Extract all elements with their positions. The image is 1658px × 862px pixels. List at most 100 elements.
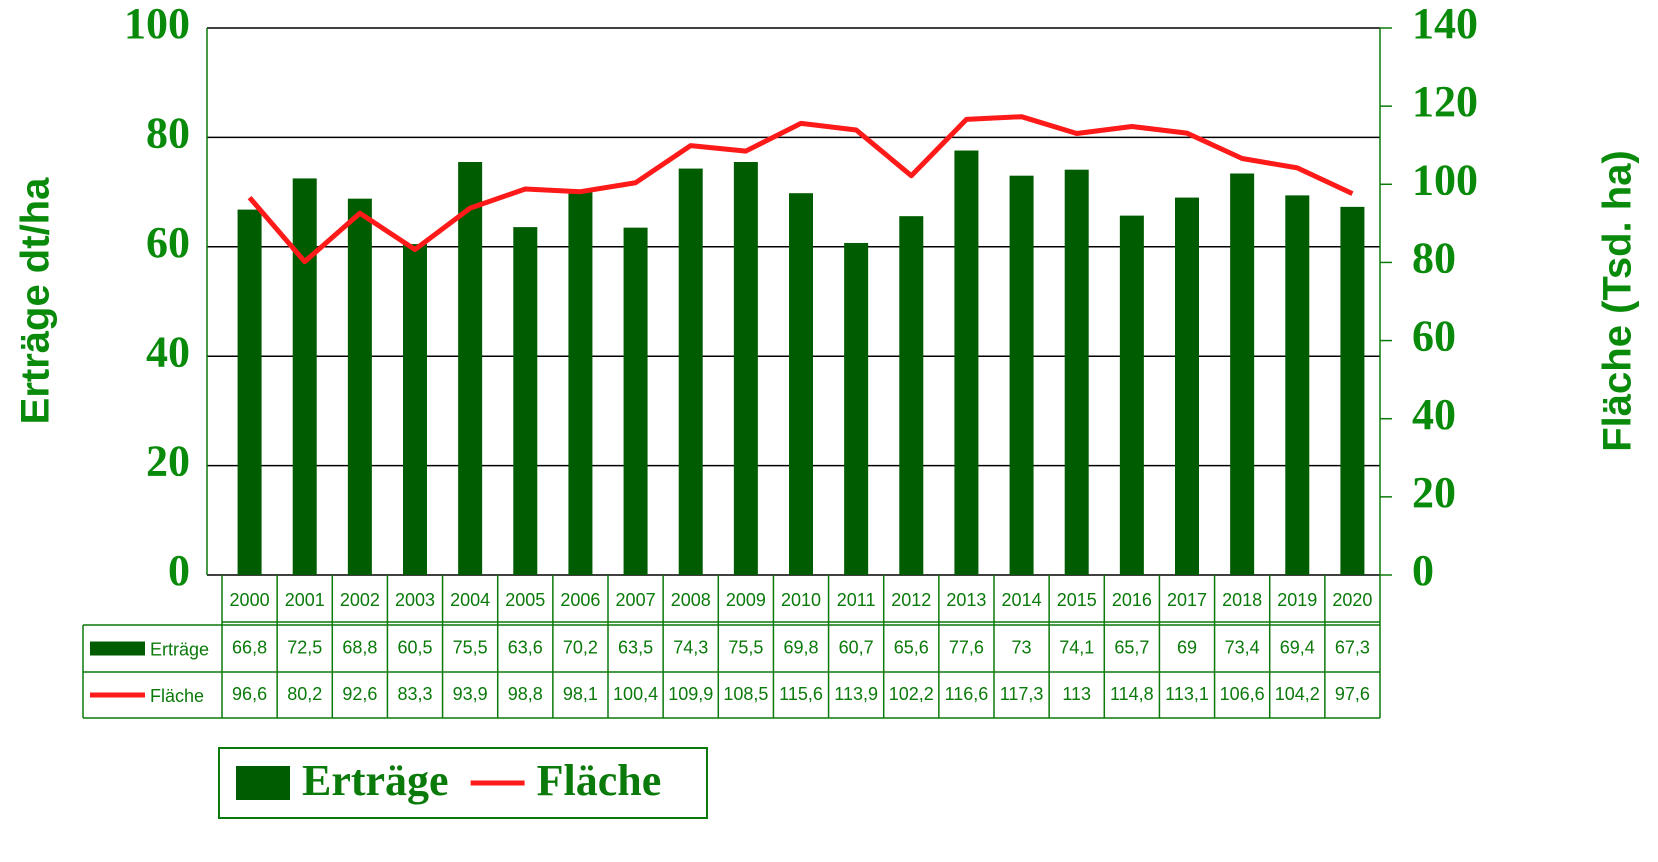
data-label: 93,9	[453, 684, 488, 704]
y-tick-label: 100	[124, 0, 190, 48]
x-tick-label: 2013	[946, 590, 986, 610]
data-label: 92,6	[342, 684, 377, 704]
bar	[1064, 169, 1089, 575]
y-tick-label: 80	[146, 108, 190, 157]
data-label: 65,7	[1114, 637, 1149, 657]
bar	[1119, 215, 1144, 575]
data-label: 72,5	[287, 637, 322, 657]
y2-tick-label: 40	[1412, 390, 1456, 439]
x-tick-label: 2012	[891, 590, 931, 610]
table-series-name: Fläche	[150, 686, 204, 706]
bar	[844, 242, 869, 575]
data-label: 70,2	[563, 637, 598, 657]
data-label: 97,6	[1335, 684, 1370, 704]
bar	[623, 227, 648, 575]
data-label: 60,5	[397, 637, 432, 657]
y-tick-label: 40	[146, 327, 190, 376]
data-label: 73,4	[1225, 637, 1260, 657]
bar	[1230, 173, 1255, 575]
x-tick-label: 2018	[1222, 590, 1262, 610]
x-tick-label: 2019	[1277, 590, 1317, 610]
x-tick-label: 2002	[340, 590, 380, 610]
data-label: 74,1	[1059, 637, 1094, 657]
data-label: 113,1	[1165, 684, 1209, 704]
data-label: 116,6	[945, 684, 989, 704]
bar	[1340, 206, 1365, 575]
data-label: 63,6	[508, 637, 543, 657]
data-label: 63,5	[618, 637, 653, 657]
y2-tick-label: 20	[1412, 468, 1456, 517]
y2-tick-label: 60	[1412, 312, 1456, 361]
data-label: 106,6	[1220, 684, 1265, 704]
legend-label: Erträge	[302, 756, 449, 805]
legend-key	[236, 766, 290, 800]
bar	[733, 162, 758, 575]
y2-tick-label: 100	[1412, 155, 1478, 204]
data-label: 69	[1177, 637, 1197, 657]
data-label: 115,6	[779, 684, 823, 704]
bar	[954, 150, 979, 575]
data-label: 75,5	[453, 637, 488, 657]
data-label: 96,6	[232, 684, 267, 704]
data-label: 69,4	[1280, 637, 1315, 657]
x-tick-label: 2007	[616, 590, 656, 610]
data-label: 108,5	[723, 684, 768, 704]
y2-tick-label: 0	[1412, 546, 1434, 595]
data-label: 75,5	[728, 637, 763, 657]
x-tick-label: 2000	[230, 590, 270, 610]
x-tick-label: 2010	[781, 590, 821, 610]
x-tick-label: 2003	[395, 590, 435, 610]
data-label: 113	[1062, 684, 1091, 704]
data-label: 98,1	[563, 684, 598, 704]
legend-label: Fläche	[537, 756, 662, 805]
bar	[403, 244, 427, 575]
legend-key	[90, 641, 145, 656]
x-tick-label: 2011	[837, 590, 876, 610]
data-label: 69,8	[783, 637, 818, 657]
bar	[458, 162, 483, 575]
x-tick-label: 2001	[285, 590, 325, 610]
y-tick-label: 60	[146, 218, 190, 267]
table-series-name: Erträge	[150, 639, 209, 659]
data-label: 114,8	[1110, 684, 1154, 704]
data-label: 83,3	[397, 684, 432, 704]
data-label: 68,8	[342, 637, 377, 657]
x-tick-label: 2008	[671, 590, 711, 610]
data-label: 102,2	[889, 684, 934, 704]
data-label: 60,7	[839, 637, 874, 657]
data-label: 73	[1012, 637, 1032, 657]
y2-tick-label: 120	[1412, 77, 1478, 126]
x-tick-label: 2004	[450, 590, 490, 610]
bar	[347, 198, 372, 575]
y-tick-label: 0	[168, 546, 190, 595]
x-tick-label: 2017	[1167, 590, 1207, 610]
bar	[789, 193, 813, 575]
x-tick-label: 2020	[1332, 590, 1372, 610]
y-axis-label: Erträge dt/ha	[14, 177, 58, 424]
data-label: 98,8	[508, 684, 543, 704]
data-label: 66,8	[232, 637, 267, 657]
x-tick-label: 2005	[505, 590, 545, 610]
bar	[513, 227, 538, 575]
bar	[1285, 195, 1310, 575]
line	[247, 114, 1354, 265]
bar	[1175, 197, 1199, 575]
data-label: 100,4	[613, 684, 658, 704]
data-label: 104,2	[1275, 684, 1320, 704]
x-tick-label: 2006	[560, 590, 600, 610]
bar	[899, 216, 924, 575]
data-label: 113,9	[834, 684, 878, 704]
data-label: 109,9	[668, 684, 713, 704]
data-label: 77,6	[949, 637, 984, 657]
data-label: 65,6	[894, 637, 929, 657]
y2-tick-label: 140	[1412, 0, 1478, 48]
x-tick-label: 2009	[726, 590, 766, 610]
y2-tick-label: 80	[1412, 234, 1456, 283]
data-label: 67,3	[1335, 637, 1370, 657]
bar	[568, 191, 593, 576]
bar	[1009, 175, 1034, 575]
data-label: 74,3	[673, 637, 708, 657]
y2-axis-label: Fläche (Tsd. ha)	[1596, 150, 1640, 452]
x-tick-label: 2015	[1057, 590, 1097, 610]
